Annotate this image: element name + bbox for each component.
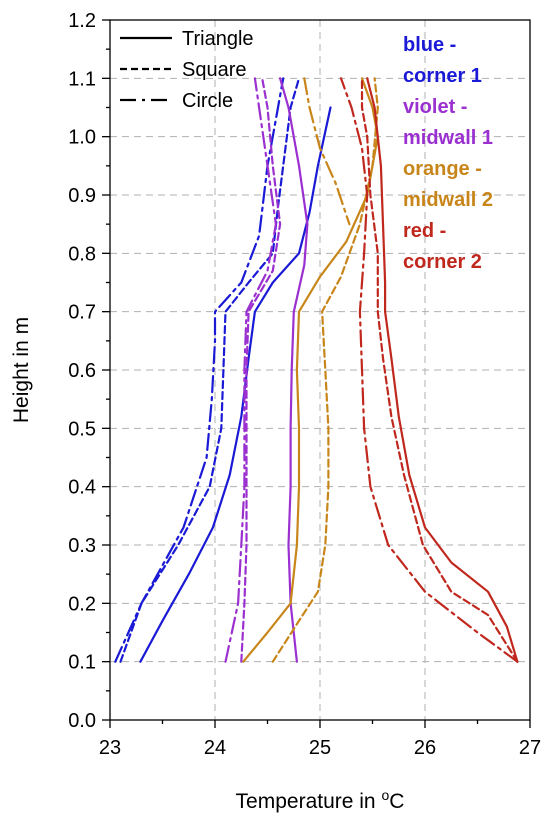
legend-label-circle: Circle [182, 90, 233, 112]
y-tick-label: 0.3 [68, 535, 96, 557]
annotation-line: red - [403, 220, 446, 242]
series-corner-2-square [360, 77, 519, 663]
legend-label-triangle: Triangle [182, 28, 254, 50]
series-lines [114, 77, 519, 663]
series-corner-1-square [119, 77, 301, 663]
y-tick-label: 0.4 [68, 477, 96, 499]
series-corner-1-circle [114, 77, 285, 663]
y-tick-label: 0.9 [68, 185, 96, 207]
annotation-line: blue - [403, 34, 456, 56]
y-tick-label: 1.2 [68, 10, 96, 32]
annotation-line: corner 2 [403, 251, 482, 273]
series-midwall-2-square [271, 77, 379, 663]
legend-label-square: Square [182, 59, 247, 81]
annotation-line: midwall 1 [403, 127, 493, 149]
series-midwall-1-square [240, 77, 282, 663]
y-tick-label: 1.0 [68, 127, 96, 149]
y-tick-label: 1.1 [68, 68, 96, 90]
annotation-line: orange - [403, 158, 482, 180]
x-tick-label: 23 [99, 737, 121, 759]
y-tick-label: 0.7 [68, 302, 96, 324]
x-axis-title: Temperature in oC [236, 787, 405, 813]
legend: Triangle Square Circle [120, 28, 254, 112]
x-tick-label: 27 [519, 737, 541, 759]
x-tick-label: 25 [309, 737, 331, 759]
annotation-line: violet - [403, 96, 467, 118]
grid-lines [110, 20, 530, 720]
series-midwall-1-triangle [279, 77, 309, 663]
series-corner-2-triangle [366, 77, 519, 663]
series-midwall-2-triangle [242, 77, 379, 663]
axis-ticks [102, 19, 531, 728]
y-tick-label: 0.6 [68, 360, 96, 382]
series-midwall-2-circle [303, 77, 351, 226]
y-tick-label: 0.2 [68, 593, 96, 615]
series-midwall-1-circle [224, 77, 277, 663]
series-corner-1-triangle [139, 106, 332, 663]
y-tick-label: 0.0 [68, 710, 96, 732]
y-tick-label: 0.5 [68, 418, 96, 440]
series-corner-2-circle [339, 77, 519, 663]
tick-labels: 23 24 25 26 27 0.0 0.1 0.2 0.3 0.4 0.5 0.6 0.7 0.8 0.9… [68, 10, 541, 759]
annotation-line: midwall 2 [403, 189, 493, 211]
y-tick-label: 0.1 [68, 652, 96, 674]
x-tick-label: 24 [204, 737, 226, 759]
annotation-line: corner 1 [403, 65, 482, 87]
y-tick-label: 0.8 [68, 243, 96, 265]
series-annotations: blue - corner 1 violet - midwall 1 orange - m… [403, 34, 493, 273]
x-tick-label: 26 [414, 737, 436, 759]
y-axis-title: Height in m [10, 317, 33, 423]
